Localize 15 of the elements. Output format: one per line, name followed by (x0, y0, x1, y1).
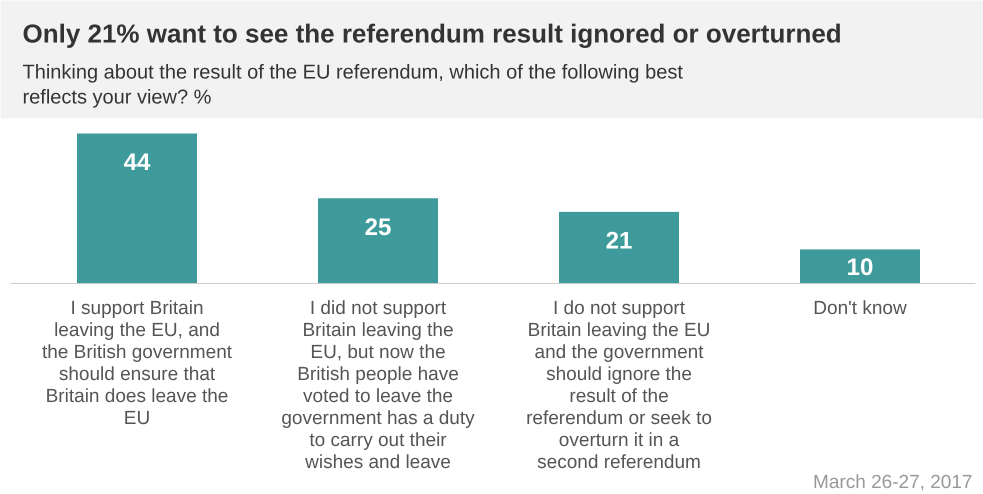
data-label: 44 (124, 149, 151, 176)
chart-subtitle: Thinking about the result of the EU referendum, which of the following best reflects your view? % (22, 62, 684, 108)
x-tick-label: I did not support Britain leaving the EU, but now the British people have voted to leave the government has a duty to carry out their wishes and leave (281, 298, 476, 473)
x-tick-label: I support Britain leaving the EU, and the British government should ensure that Britain does leave the EU (42, 298, 233, 429)
x-tick-label: Don't know (813, 298, 907, 319)
bar (318, 198, 438, 284)
text: March 26-27, 2017 (813, 472, 973, 493)
data-label: 10 (846, 254, 874, 281)
bar (77, 134, 197, 284)
bar (800, 249, 920, 284)
data-label: 21 (606, 227, 632, 254)
data-label: 25 (364, 214, 392, 241)
chart-title: Only 21% want to see the referendum result ignored or overturned (22, 18, 842, 48)
bar (559, 212, 679, 284)
x-tick-label: I do not support Britain leaving the EU and the government should ignore the result of the referendum or seek to overturn it in a second referendum (526, 298, 712, 473)
